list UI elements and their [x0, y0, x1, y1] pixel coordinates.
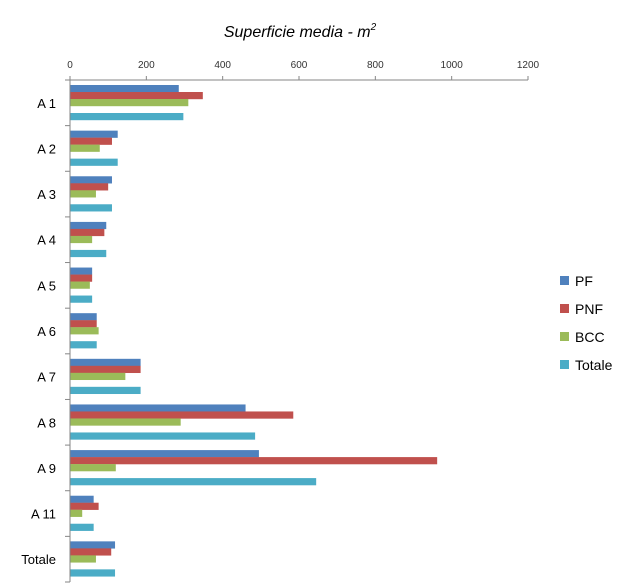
x-tick-label: 200 [138, 60, 155, 71]
category-label: A 3 [37, 187, 56, 202]
bar-totale-a-9 [70, 478, 317, 486]
bar-totale-a-5 [70, 295, 93, 303]
bar-pnf-a-6 [70, 320, 97, 328]
bar-bcc-a-2 [70, 144, 100, 152]
bar-pf-a-7 [70, 358, 141, 367]
bar-pf-a-11 [70, 495, 94, 503]
legend-label: PNF [575, 301, 603, 317]
bar-pf-a-5 [70, 267, 93, 275]
bar-totale-a-11 [70, 523, 94, 531]
bar-pnf-a-9 [70, 457, 438, 465]
x-tick-label: 600 [291, 60, 308, 71]
category-label: A 6 [37, 324, 56, 339]
category-label: Totale [21, 552, 56, 567]
x-tick-label: 1200 [517, 60, 540, 71]
bar-pf-a-3 [70, 176, 112, 184]
bar-bcc-a-11 [70, 509, 83, 517]
bar-bcc-a-3 [70, 190, 96, 198]
bar-pnf-a-1 [70, 92, 203, 100]
bar-bcc-a-4 [70, 235, 93, 244]
x-tick-label: 400 [214, 60, 231, 71]
x-tick-label: 0 [67, 60, 73, 71]
bar-totale-a-7 [70, 386, 141, 395]
bar-pnf-a-4 [70, 228, 105, 237]
bar-pnf-a-3 [70, 183, 109, 191]
bar-pnf-a-7 [70, 365, 141, 374]
category-label: A 11 [31, 507, 56, 522]
bar-bcc-a-5 [70, 281, 90, 289]
category-label: A 2 [37, 141, 56, 156]
bar-pf-a-1 [70, 85, 179, 93]
bar-pf-a-4 [70, 221, 107, 230]
category-label: A 8 [37, 415, 56, 430]
category-label: A 4 [37, 233, 56, 248]
bar-pnf-a-8 [70, 411, 294, 419]
bar-totale-a-8 [70, 432, 256, 440]
bar-totale-a-1 [70, 113, 184, 121]
bar-pnf-a-5 [70, 274, 93, 282]
bar-totale-a-2 [70, 158, 118, 166]
bar-pnf-totale [70, 548, 112, 556]
bar-bcc-totale [70, 555, 96, 563]
bar-bcc-a-6 [70, 327, 99, 335]
x-tick-label: 800 [367, 60, 384, 71]
x-tick-label: 1000 [441, 60, 464, 71]
chart-title-superscript: 2 [370, 22, 377, 33]
bar-pf-a-9 [70, 450, 259, 458]
legend-label: Totale [575, 357, 613, 373]
bar-totale-a-4 [70, 249, 107, 258]
bar-pnf-a-11 [70, 502, 99, 510]
legend-swatch [560, 304, 569, 313]
bar-pf-a-2 [70, 130, 118, 138]
bar-pf-a-6 [70, 313, 97, 321]
bar-totale-a-6 [70, 341, 97, 349]
category-label: A 7 [37, 370, 56, 385]
bar-bcc-a-8 [70, 418, 181, 426]
bar-bcc-a-9 [70, 464, 116, 472]
legend: PF PNF BCC Totale [560, 273, 613, 373]
legend-label: BCC [575, 329, 605, 345]
chart-title: Superficie media - m2 [224, 22, 377, 41]
legend-swatch [560, 332, 569, 341]
legend-swatch [560, 360, 569, 369]
bar-totale-totale [70, 569, 116, 577]
category-label: A 1 [37, 96, 56, 111]
bar-bcc-a-1 [70, 99, 189, 107]
category-label: A 9 [37, 461, 56, 476]
category-label: A 5 [37, 278, 56, 293]
legend-swatch [560, 276, 569, 285]
bar-totale-a-3 [70, 204, 112, 212]
bars [70, 85, 438, 577]
axes: 0 200 400 600 800 1000 1200 A 1 A 2 A 3 A 4 A 5 A 6 A… [21, 60, 540, 583]
bar-pnf-a-2 [70, 137, 112, 145]
bar-pf-a-8 [70, 404, 246, 412]
bar-bcc-a-7 [70, 372, 126, 381]
legend-label: PF [575, 273, 593, 289]
bar-pf-totale [70, 541, 116, 549]
